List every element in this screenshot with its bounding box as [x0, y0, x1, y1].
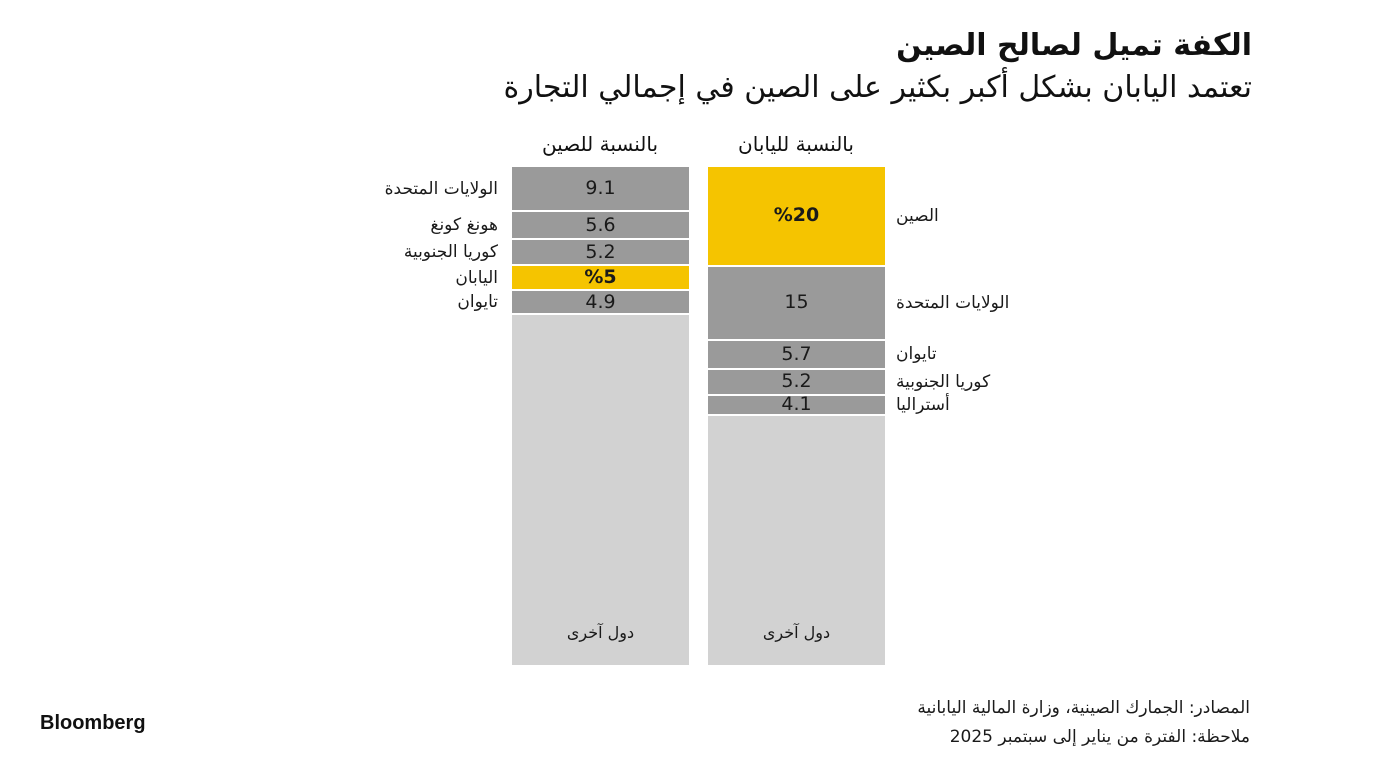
china-category-label-1: هونغ كونغ [430, 215, 498, 236]
japan-value-label-0: %20 [773, 204, 820, 227]
china-value-label-3: %5 [584, 266, 617, 289]
china-category-label-2: كوريا الجنوبية [403, 242, 498, 263]
japan-segment-3: 5.2 [708, 369, 885, 396]
china-segment-1: 5.6 [512, 212, 689, 241]
china-category-label-4: تايوان [457, 292, 498, 313]
japan-segment-4: 4.1 [708, 393, 885, 416]
china-value-label-4: 4.9 [585, 290, 616, 313]
chart-subtitle: تعتمد اليابان بشكل أكبر بكثير على الصين … [503, 70, 1253, 105]
japan-segment-1: 15 [708, 266, 885, 342]
china-segment-5 [512, 315, 689, 665]
japan-value-label-4: 4.1 [781, 393, 812, 416]
japan-value-label-2: 5.7 [781, 342, 812, 365]
period-note: ملاحظة: الفترة من يناير إلى سبتمبر 2025 [949, 727, 1250, 747]
china-segment-2: 5.2 [512, 240, 689, 267]
china-other-countries-label: دول آخرى [566, 623, 635, 642]
japan-segment-0: %20 [708, 167, 885, 267]
japan-category-label-0: الصين [896, 205, 939, 226]
china-category-label-3: اليابان [455, 267, 498, 288]
japan-category-label-4: أستراليا [896, 394, 950, 415]
japan-value-label-1: 15 [784, 291, 809, 314]
japan-category-label-1: الولايات المتحدة [896, 292, 1010, 313]
china-column-header: بالنسبة للصين [541, 132, 659, 156]
japan-column-header: بالنسبة لليابان [738, 132, 854, 156]
chart-title: الكفة تميل لصالح الصين [896, 28, 1252, 63]
japan-other-countries-label: دول آخرى [762, 623, 831, 642]
china-value-label-2: 5.2 [585, 240, 616, 263]
bloomberg-logo: Bloomberg [40, 712, 146, 734]
china-value-label-1: 5.6 [585, 213, 616, 236]
japan-category-label-2: تايوان [896, 344, 937, 365]
china-segment-3: %5 [512, 266, 689, 291]
china-stacked-bar: 9.1 5.6 5.2 %5 4.9 دول آخرى [512, 167, 689, 665]
china-segment-0: 9.1 [512, 167, 689, 213]
china-category-label-0: الولايات المتحدة [384, 178, 498, 199]
china-value-label-0: 9.1 [585, 177, 616, 200]
china-segment-4: 4.9 [512, 290, 689, 316]
japan-segment-5 [708, 416, 885, 665]
japan-value-label-3: 5.2 [781, 370, 812, 393]
japan-category-label-3: كوريا الجنوبية [896, 371, 991, 392]
japan-segment-2: 5.7 [708, 341, 885, 370]
japan-stacked-bar: %20 15 5.7 5.2 4.1 دول آخرى [708, 167, 885, 665]
sources-note: المصادر: الجمارك الصينية، وزارة المالية … [917, 698, 1250, 718]
